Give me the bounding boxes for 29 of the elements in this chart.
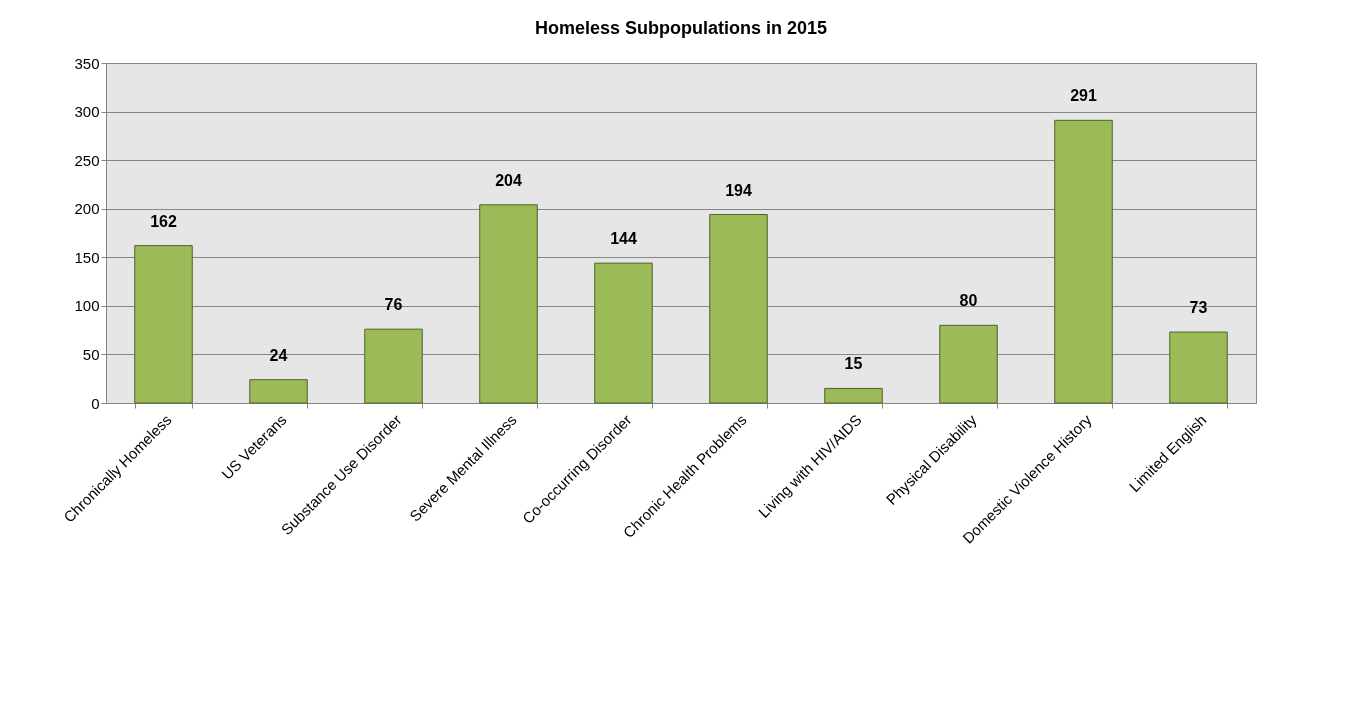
y-tick-label: 300: [74, 103, 100, 121]
y-tick-label: 150: [74, 248, 100, 266]
y-tick-label: 100: [74, 297, 100, 315]
y-tick-label: 50: [82, 345, 100, 363]
data-label: 194: [725, 181, 752, 199]
y-tick-label: 250: [74, 151, 100, 169]
data-label: 80: [959, 292, 978, 310]
y-tick-label: 350: [74, 54, 100, 72]
y-tick-label: 200: [74, 200, 100, 218]
data-label: 15: [844, 355, 863, 373]
bar: [364, 328, 423, 404]
y-tick-label: 0: [91, 394, 100, 412]
data-label: 204: [495, 171, 522, 189]
bar: [1169, 331, 1228, 404]
bar: [594, 262, 653, 404]
bar: [479, 204, 538, 404]
data-label: 73: [1189, 299, 1208, 317]
data-label: 291: [1070, 87, 1097, 105]
data-label: 144: [610, 230, 637, 248]
data-label: 76: [384, 296, 403, 314]
bar: [249, 379, 308, 404]
data-label: 24: [269, 346, 288, 364]
data-label: 162: [150, 212, 177, 230]
bar: [939, 324, 998, 404]
bar: [134, 245, 193, 404]
bar: [709, 214, 768, 404]
bar: [1054, 119, 1113, 404]
chart-title: Homeless Subpopulations in 2015: [534, 18, 828, 38]
bar: [824, 387, 883, 404]
